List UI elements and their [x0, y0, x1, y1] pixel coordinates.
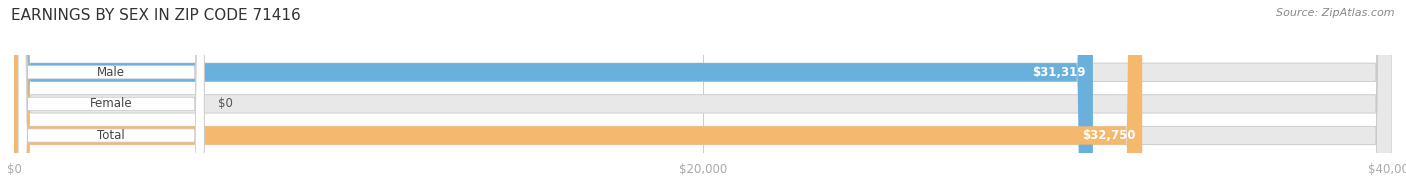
Text: Female: Female	[90, 97, 132, 110]
Text: $32,750: $32,750	[1081, 129, 1135, 142]
Text: Source: ZipAtlas.com: Source: ZipAtlas.com	[1277, 8, 1395, 18]
FancyBboxPatch shape	[14, 0, 1092, 196]
FancyBboxPatch shape	[18, 0, 204, 196]
Text: Total: Total	[97, 129, 125, 142]
Text: $31,319: $31,319	[1032, 66, 1085, 79]
FancyBboxPatch shape	[18, 0, 204, 196]
FancyBboxPatch shape	[14, 0, 1392, 196]
FancyBboxPatch shape	[14, 0, 1392, 196]
Text: $0: $0	[218, 97, 233, 110]
FancyBboxPatch shape	[14, 0, 1142, 196]
Text: EARNINGS BY SEX IN ZIP CODE 71416: EARNINGS BY SEX IN ZIP CODE 71416	[11, 8, 301, 23]
Text: Male: Male	[97, 66, 125, 79]
FancyBboxPatch shape	[14, 0, 1392, 196]
FancyBboxPatch shape	[18, 0, 204, 196]
